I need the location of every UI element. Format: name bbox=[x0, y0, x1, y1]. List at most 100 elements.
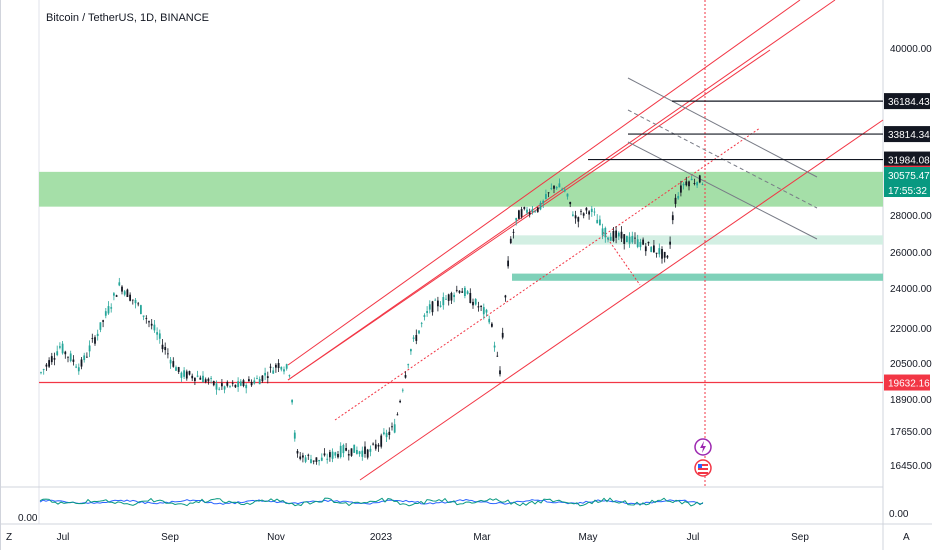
candle-body bbox=[210, 377, 212, 379]
candle-body bbox=[69, 353, 72, 361]
candle-body bbox=[121, 286, 123, 292]
candle-body bbox=[167, 353, 169, 355]
candle-body bbox=[221, 383, 223, 387]
price-axis[interactable]: 40000.00 28000.00 26000.00 24000.00 22000.00… bbox=[890, 44, 932, 472]
candle-body bbox=[86, 356, 88, 358]
candle-body bbox=[539, 202, 542, 210]
price-tag bbox=[884, 151, 930, 168]
candle-body bbox=[410, 349, 412, 352]
us-flag-event-icon[interactable] bbox=[694, 459, 712, 477]
candle-body bbox=[698, 175, 701, 183]
lightning-event-icon[interactable] bbox=[694, 438, 712, 456]
candle-body bbox=[283, 369, 285, 372]
candle-body bbox=[312, 460, 315, 462]
candle-body bbox=[266, 376, 269, 378]
candle-body bbox=[604, 228, 607, 238]
auto-scale-corner-label[interactable]: A bbox=[903, 532, 910, 543]
candle-body bbox=[164, 346, 167, 351]
candle-body bbox=[148, 321, 150, 323]
candle-body bbox=[169, 359, 172, 364]
candle-body bbox=[628, 236, 631, 244]
candle-body bbox=[129, 294, 131, 301]
candle-body bbox=[329, 452, 331, 458]
candle-body bbox=[596, 219, 599, 224]
candle-body bbox=[569, 201, 572, 205]
candle-body bbox=[647, 241, 650, 244]
horizontal-levels bbox=[39, 100, 883, 384]
candle-body bbox=[177, 367, 180, 372]
candle-body bbox=[555, 187, 558, 189]
candle-body bbox=[212, 381, 215, 386]
channel-dotted-mid-line[interactable] bbox=[334, 127, 761, 421]
candle-body bbox=[299, 456, 302, 459]
candle-body bbox=[688, 181, 690, 187]
candle-body bbox=[320, 457, 323, 461]
candle-body bbox=[550, 188, 553, 189]
candle-body bbox=[134, 299, 137, 304]
candle-body bbox=[666, 255, 669, 258]
candle-body bbox=[626, 236, 628, 243]
grey-descending-line-3[interactable] bbox=[627, 141, 818, 240]
candle-body bbox=[261, 375, 264, 382]
candle-body bbox=[461, 291, 464, 293]
candle-body bbox=[399, 400, 401, 403]
candle-body bbox=[582, 213, 585, 216]
candle-body bbox=[385, 432, 388, 438]
zone-band bbox=[512, 273, 883, 281]
candle-body bbox=[474, 299, 477, 305]
candle-body bbox=[353, 444, 356, 453]
candle-body bbox=[455, 289, 458, 291]
candle-body bbox=[636, 239, 639, 247]
price-tick-label: 28000.00 bbox=[890, 211, 932, 222]
time-axis[interactable]: Jul Sep Nov 2023 Mar May Jul Sep bbox=[57, 532, 810, 543]
candle-body bbox=[88, 345, 91, 352]
candle-body bbox=[690, 178, 693, 181]
candle-body bbox=[674, 197, 677, 204]
candle-body bbox=[669, 241, 671, 245]
candle-body bbox=[126, 289, 129, 298]
candle-body bbox=[258, 378, 261, 385]
indicator-signal-line bbox=[39, 498, 704, 505]
candle-body bbox=[269, 366, 272, 368]
candle-body bbox=[56, 351, 59, 356]
candle-body bbox=[458, 290, 461, 293]
price-tick-label: 22000.00 bbox=[890, 324, 932, 335]
grey-descending-line-1[interactable] bbox=[627, 77, 818, 178]
candle-body bbox=[680, 185, 682, 193]
candle-body bbox=[599, 219, 601, 226]
time-tick-label: Mar bbox=[473, 532, 491, 543]
candle-body bbox=[67, 356, 69, 358]
time-tick-label: Nov bbox=[267, 532, 285, 543]
price-tag-label: 31984.08 bbox=[888, 156, 930, 167]
candle-body bbox=[288, 375, 291, 377]
candle-body bbox=[677, 195, 680, 199]
candle-body bbox=[696, 182, 698, 186]
candle-body bbox=[447, 294, 450, 301]
candle-body bbox=[631, 236, 634, 243]
channel-upper-line[interactable] bbox=[287, 0, 801, 366]
candle-body bbox=[239, 381, 242, 386]
candle-body bbox=[215, 383, 218, 390]
candle-body bbox=[318, 459, 320, 462]
candle-body bbox=[634, 237, 636, 239]
red-dotted-diagonal[interactable] bbox=[602, 231, 641, 286]
channel-lower-line[interactable] bbox=[359, 119, 884, 481]
candle-body bbox=[113, 293, 115, 296]
time-zone-corner-label[interactable]: Z bbox=[6, 532, 12, 543]
candle-body bbox=[534, 211, 536, 213]
channel-middle-line[interactable] bbox=[287, 49, 771, 381]
price-tag-label: 36184.43 bbox=[888, 97, 930, 108]
price-tick-label: 20500.00 bbox=[890, 359, 932, 370]
candle-body bbox=[204, 379, 207, 383]
candle-body bbox=[242, 380, 245, 386]
candle-body bbox=[437, 300, 439, 307]
candle-body bbox=[404, 375, 407, 378]
candle-body bbox=[477, 306, 480, 308]
candle-body bbox=[590, 208, 593, 212]
candle-body bbox=[91, 338, 94, 339]
candle-body bbox=[331, 451, 334, 459]
symbol-title[interactable]: Bitcoin / TetherUS, 1D, BINANCE bbox=[46, 12, 209, 24]
candle-body bbox=[226, 382, 229, 386]
